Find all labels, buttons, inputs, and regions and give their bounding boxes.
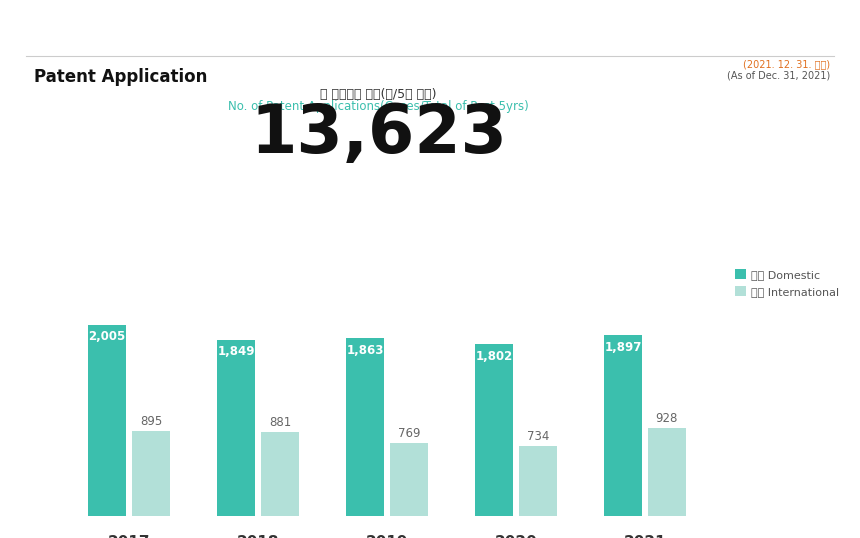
Text: 1,863: 1,863 <box>347 344 384 357</box>
Bar <box>346 338 384 516</box>
Text: 1,849: 1,849 <box>218 345 255 358</box>
Text: 928: 928 <box>655 412 679 425</box>
Text: Patent Application: Patent Application <box>34 68 208 87</box>
Bar <box>648 428 686 516</box>
Bar <box>132 431 170 516</box>
Text: 769: 769 <box>397 427 421 440</box>
Bar <box>519 447 557 516</box>
Text: 1,802: 1,802 <box>476 350 513 363</box>
Bar <box>261 432 299 516</box>
Text: (As of Dec. 31, 2021): (As of Dec. 31, 2021) <box>727 70 830 80</box>
Text: 734: 734 <box>526 430 550 443</box>
Text: 13,623: 13,623 <box>250 101 507 167</box>
Text: 총 특허출원 건수(건/5년 누적): 총 특허출원 건수(건/5년 누적) <box>320 88 437 101</box>
Text: 1,897: 1,897 <box>605 341 642 354</box>
Bar <box>390 443 428 516</box>
Bar <box>604 335 642 516</box>
Text: No. of Patent Applications(Cases/Total of Past 5yrs): No. of Patent Applications(Cases/Total o… <box>228 100 529 113</box>
Text: (2021. 12. 31. 기준): (2021. 12. 31. 기준) <box>743 59 830 69</box>
Text: 2,005: 2,005 <box>89 330 126 343</box>
Bar <box>88 325 126 516</box>
Bar <box>475 344 513 516</box>
Text: 881: 881 <box>269 416 291 429</box>
Text: 895: 895 <box>140 415 162 428</box>
Legend: 국내 Domestic, 국제 International: 국내 Domestic, 국제 International <box>734 269 839 297</box>
Bar <box>217 339 255 516</box>
